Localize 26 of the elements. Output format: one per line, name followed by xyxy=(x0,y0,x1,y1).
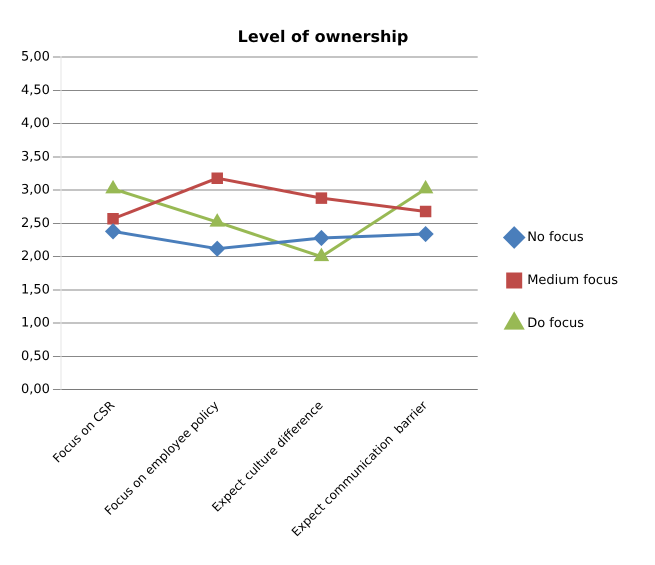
point xyxy=(211,172,223,184)
point xyxy=(210,214,224,227)
y-tick-label: 2,50 xyxy=(20,216,50,231)
y-tick-label: 3,00 xyxy=(20,182,50,198)
y-tick-label: 4,00 xyxy=(20,116,50,132)
point xyxy=(107,213,119,225)
y-tick-label: 1,00 xyxy=(20,316,50,331)
point xyxy=(314,230,329,246)
point xyxy=(106,181,120,194)
y-tick-label: 2,00 xyxy=(20,249,50,264)
point xyxy=(106,224,121,239)
point xyxy=(316,192,328,204)
y-tick-label: 0,00 xyxy=(20,382,50,398)
y-tick-label: 0,50 xyxy=(20,348,50,364)
y-tick-label: 3,50 xyxy=(20,149,50,164)
point xyxy=(418,181,432,194)
legend-label: Medium focus xyxy=(527,272,618,288)
point xyxy=(210,241,225,256)
y-tick-label: 5,00 xyxy=(20,50,50,65)
y-tick-label: 1,50 xyxy=(20,282,50,298)
chart-title: Level of ownership xyxy=(238,26,408,46)
legend-label: No focus xyxy=(527,230,584,245)
legend-label: Do focus xyxy=(527,316,584,331)
point xyxy=(418,226,434,242)
y-tick-label: 4,50 xyxy=(20,82,50,98)
point xyxy=(420,206,432,218)
